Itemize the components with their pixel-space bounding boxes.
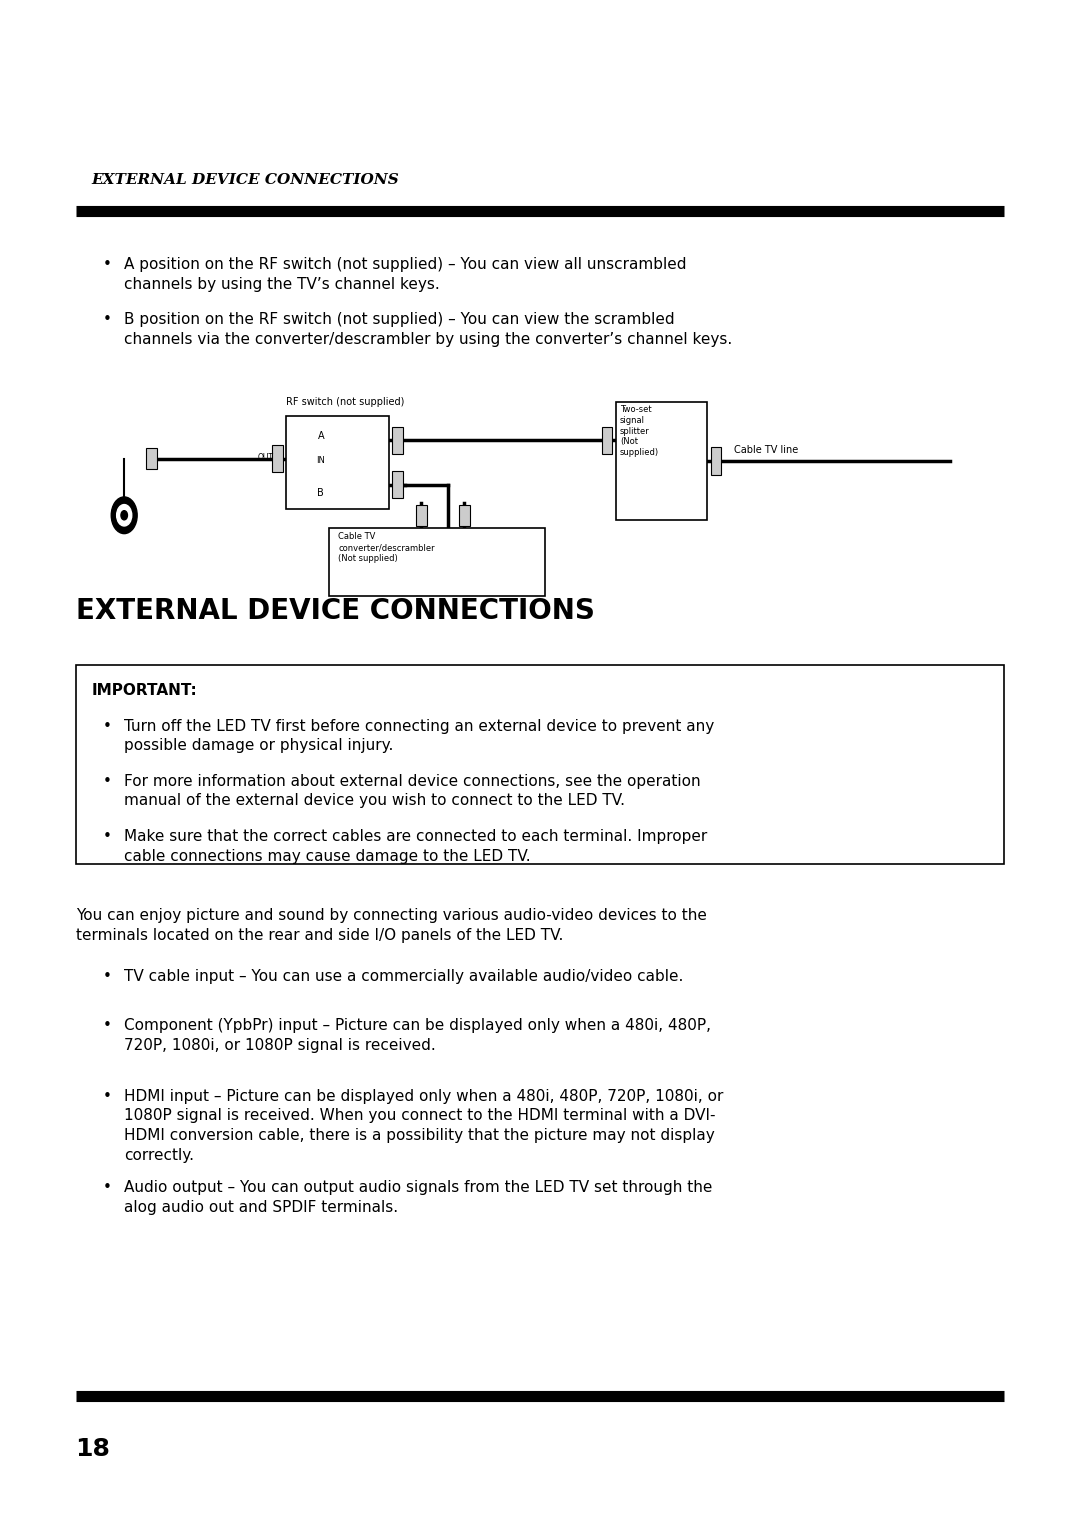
Circle shape: [111, 497, 137, 534]
Text: HDMI input – Picture can be displayed only when a 480i, 480P, 720P, 1080i, or
10: HDMI input – Picture can be displayed on…: [124, 1089, 724, 1164]
Text: •: •: [103, 312, 111, 327]
Text: A position on the RF switch (not supplied) – You can view all unscrambled
channe: A position on the RF switch (not supplie…: [124, 257, 687, 292]
FancyBboxPatch shape: [602, 427, 612, 454]
Text: •: •: [103, 774, 111, 789]
FancyBboxPatch shape: [286, 416, 389, 509]
Text: OUT: OUT: [258, 454, 274, 462]
Text: TV cable input – You can use a commercially available audio/video cable.: TV cable input – You can use a commercia…: [124, 969, 684, 985]
Text: •: •: [103, 1180, 111, 1196]
Text: IMPORTANT:: IMPORTANT:: [92, 683, 198, 699]
FancyBboxPatch shape: [329, 528, 545, 596]
Text: •: •: [103, 257, 111, 272]
FancyBboxPatch shape: [146, 448, 157, 469]
FancyBboxPatch shape: [76, 665, 1004, 864]
Circle shape: [117, 505, 132, 526]
FancyBboxPatch shape: [711, 446, 721, 474]
Text: Cable TV
converter/descrambler
(Not supplied): Cable TV converter/descrambler (Not supp…: [338, 532, 434, 563]
FancyBboxPatch shape: [416, 505, 427, 526]
Text: A: A: [318, 431, 324, 442]
Text: EXTERNAL DEVICE CONNECTIONS: EXTERNAL DEVICE CONNECTIONS: [92, 173, 400, 187]
Text: •: •: [103, 829, 111, 844]
Text: For more information about external device connections, see the operation
manual: For more information about external devi…: [124, 774, 701, 809]
Text: •: •: [103, 719, 111, 734]
Text: IN: IN: [316, 456, 325, 465]
Circle shape: [121, 511, 127, 520]
FancyBboxPatch shape: [616, 402, 707, 520]
FancyBboxPatch shape: [459, 505, 470, 526]
Text: •: •: [103, 969, 111, 985]
Text: 18: 18: [76, 1437, 110, 1462]
Text: Cable TV line: Cable TV line: [734, 445, 798, 456]
Text: •: •: [103, 1089, 111, 1104]
Text: B: B: [318, 488, 324, 498]
Text: Turn off the LED TV first before connecting an external device to prevent any
po: Turn off the LED TV first before connect…: [124, 719, 715, 754]
FancyBboxPatch shape: [392, 427, 403, 454]
Text: Audio output – You can output audio signals from the LED TV set through the
alog: Audio output – You can output audio sign…: [124, 1180, 713, 1216]
FancyBboxPatch shape: [272, 445, 283, 472]
Text: •: •: [103, 1018, 111, 1034]
Text: Component (YpbPr) input – Picture can be displayed only when a 480i, 480P,
720P,: Component (YpbPr) input – Picture can be…: [124, 1018, 712, 1053]
Text: B position on the RF switch (not supplied) – You can view the scrambled
channels: B position on the RF switch (not supplie…: [124, 312, 732, 347]
Text: RF switch (not supplied): RF switch (not supplied): [286, 396, 405, 407]
Text: Two-set
signal
splitter
(Not
supplied): Two-set signal splitter (Not supplied): [620, 405, 659, 457]
FancyBboxPatch shape: [392, 471, 403, 498]
Text: EXTERNAL DEVICE CONNECTIONS: EXTERNAL DEVICE CONNECTIONS: [76, 598, 594, 625]
Text: You can enjoy picture and sound by connecting various audio-video devices to the: You can enjoy picture and sound by conne…: [76, 908, 706, 943]
Text: Make sure that the correct cables are connected to each terminal. Improper
cable: Make sure that the correct cables are co…: [124, 829, 707, 864]
